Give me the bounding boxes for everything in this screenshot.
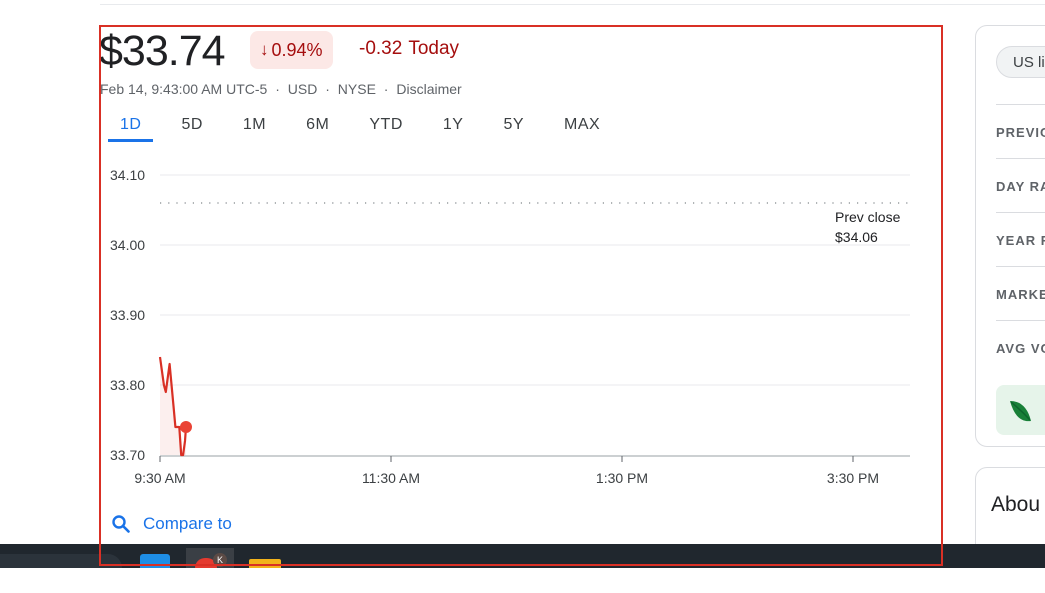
currency: USD xyxy=(287,81,318,97)
stat-previous-close: PREVIO xyxy=(996,104,1045,157)
exchange: NYSE xyxy=(337,81,376,97)
disclaimer-link[interactable]: Disclaimer xyxy=(396,81,462,97)
prev-close-value: $34.06 xyxy=(835,229,878,245)
compare-to-label: Compare to xyxy=(143,514,232,533)
compare-to-button[interactable]: Compare to xyxy=(111,514,232,534)
x-tick-label: 1:30 PM xyxy=(596,470,648,486)
percent-change: 0.94% xyxy=(271,39,323,60)
key-stats-card: US li PREVIO DAY RA YEAR R MARKE AVG VO xyxy=(975,25,1045,447)
tab-1d[interactable]: 1D xyxy=(108,112,154,142)
stat-avg-volume: AVG VO xyxy=(996,320,1045,373)
price-chart[interactable]: 34.10 34.00 33.90 33.80 33.70 Prev close… xyxy=(100,160,920,495)
change-today: -0.32 Today xyxy=(359,38,459,60)
timestamp: Feb 14, 9:43:00 AM UTC-5 xyxy=(100,81,268,97)
stat-day-range: DAY RA xyxy=(996,158,1045,211)
stock-price: $33.74 xyxy=(99,27,226,75)
y-tick-label: 34.10 xyxy=(110,167,145,183)
price-series-line xyxy=(158,356,188,457)
tab-6m[interactable]: 6M xyxy=(306,116,330,133)
separator: · xyxy=(275,81,280,97)
arrow-down-icon: ↓ xyxy=(260,40,269,59)
tab-5d[interactable]: 5D xyxy=(181,116,203,133)
tab-ytd[interactable]: YTD xyxy=(369,116,403,133)
tab-1m[interactable]: 1M xyxy=(242,116,267,133)
percent-change-badge: ↓ 0.94% xyxy=(250,31,333,69)
y-tick-label: 33.90 xyxy=(110,307,145,323)
tab-1y[interactable]: 1Y xyxy=(442,116,464,133)
tab-max[interactable]: MAX xyxy=(564,116,601,133)
tab-5y[interactable]: 5Y xyxy=(503,116,525,133)
taskbar xyxy=(0,544,1045,568)
chrome-icon[interactable] xyxy=(195,558,217,568)
top-divider xyxy=(100,4,1045,5)
y-tick-label: 33.80 xyxy=(110,377,145,393)
profile-badge: K xyxy=(213,553,227,567)
leaf-icon xyxy=(1010,401,1031,422)
us-listings-chip[interactable]: US li xyxy=(996,46,1045,78)
stat-market-cap: MARKE xyxy=(996,266,1045,319)
quote-meta: Feb 14, 9:43:00 AM UTC-5 · USD · NYSE · … xyxy=(100,81,462,97)
x-tick-label: 9:30 AM xyxy=(134,470,185,486)
about-title: Abou xyxy=(991,493,1041,516)
prev-close-label: Prev close xyxy=(835,209,901,225)
taskbar-search[interactable] xyxy=(0,554,122,568)
esg-tile[interactable] xyxy=(996,385,1045,435)
last-price-marker xyxy=(180,421,192,433)
stat-year-range: YEAR R xyxy=(996,212,1045,265)
change-period: Today xyxy=(408,38,460,59)
separator: · xyxy=(325,81,330,97)
range-tabs: 1D 5D 1M 6M YTD 1Y 5Y MAX xyxy=(108,112,628,142)
change-value: -0.32 xyxy=(359,38,403,59)
separator: · xyxy=(383,81,389,97)
y-tick-label: 34.00 xyxy=(110,237,145,253)
search-icon xyxy=(112,515,130,533)
x-tick-label: 11:30 AM xyxy=(362,470,420,486)
store-icon[interactable] xyxy=(140,554,170,568)
y-axis: 34.10 34.00 33.90 33.80 33.70 xyxy=(110,167,910,463)
folder-icon[interactable] xyxy=(249,559,281,568)
y-tick-label: 33.70 xyxy=(110,447,145,463)
x-tick-label: 3:30 PM xyxy=(827,470,879,486)
